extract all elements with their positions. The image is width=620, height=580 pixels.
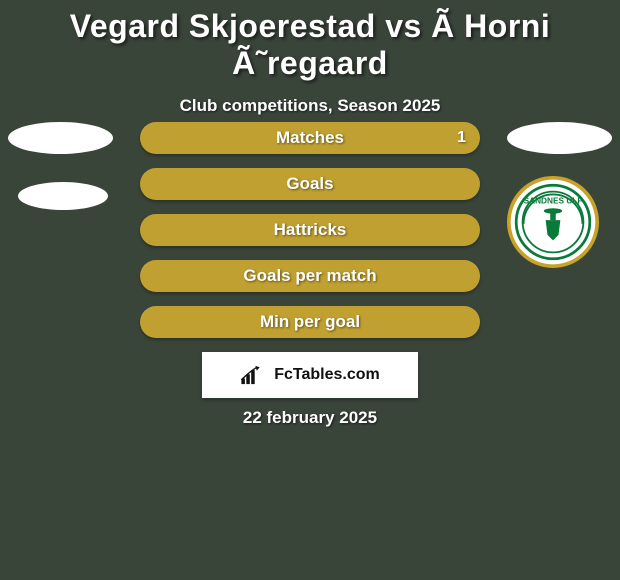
stat-value-right: 1 <box>457 129 466 147</box>
stat-label: Hattricks <box>274 220 347 240</box>
stat-label: Goals <box>286 174 333 194</box>
club-badge-icon: SANDNES ULF <box>507 176 599 268</box>
stat-bar-goals: Goals <box>140 168 480 200</box>
club-badge-right: SANDNES ULF <box>507 176 599 268</box>
stat-bars: Matches 1 Goals Hattricks Goals per matc… <box>140 122 480 338</box>
report-date: 22 february 2025 <box>0 408 620 428</box>
player-photo-placeholder-left <box>8 122 113 154</box>
page-title: Vegard Skjoerestad vs Ã Horni Ã˜regaard <box>0 0 620 82</box>
svg-text:SANDNES ULF: SANDNES ULF <box>524 197 583 206</box>
stat-label: Goals per match <box>243 266 376 286</box>
club-badge-placeholder-left <box>18 182 108 210</box>
stat-bar-matches: Matches 1 <box>140 122 480 154</box>
fctables-logo-icon <box>240 364 268 386</box>
stat-label: Min per goal <box>260 312 360 332</box>
stat-bar-goals-per-match: Goals per match <box>140 260 480 292</box>
attribution-box: FcTables.com <box>202 352 418 398</box>
page-subtitle: Club competitions, Season 2025 <box>0 96 620 116</box>
player-photo-placeholder-right <box>507 122 612 154</box>
attribution-text: FcTables.com <box>274 366 380 384</box>
stat-bar-min-per-goal: Min per goal <box>140 306 480 338</box>
stat-bar-hattricks: Hattricks <box>140 214 480 246</box>
left-player-column <box>8 122 113 210</box>
stat-label: Matches <box>276 128 344 148</box>
right-player-column: SANDNES ULF <box>507 122 612 268</box>
